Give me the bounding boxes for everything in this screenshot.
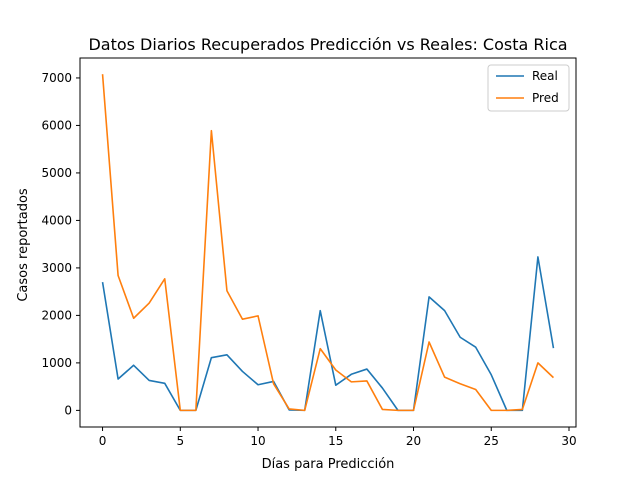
series-line-real bbox=[101, 256, 555, 412]
x-tick-label: 10 bbox=[250, 434, 265, 448]
y-tick-label: 4000 bbox=[41, 213, 72, 227]
x-tick-label: 5 bbox=[176, 434, 184, 448]
legend-label-pred: Pred bbox=[532, 91, 559, 105]
series-line-pred bbox=[101, 74, 555, 412]
legend: Real Pred bbox=[487, 64, 570, 112]
x-tick-label: 30 bbox=[561, 434, 576, 448]
x-tick-label: 0 bbox=[99, 434, 107, 448]
plot-frame bbox=[79, 57, 577, 428]
y-axis-label: Casos reportados bbox=[16, 188, 31, 302]
x-tick-label: 20 bbox=[406, 434, 421, 448]
y-tick-label: 6000 bbox=[41, 118, 72, 132]
x-tick-label: 15 bbox=[328, 434, 343, 448]
y-tick-label: 5000 bbox=[41, 166, 72, 180]
x-axis-label: Días para Predicción bbox=[262, 457, 395, 472]
chart-title: Datos Diarios Recuperados Predicción vs … bbox=[88, 35, 567, 54]
x-tick-label: 25 bbox=[484, 434, 499, 448]
plot-layer bbox=[101, 74, 555, 412]
axis-ticks: 0 5 10 15 20 25 30 0 1000 2000 3000 4000 5000 6000 700… bbox=[41, 71, 576, 448]
legend-label-real: Real bbox=[532, 69, 558, 83]
y-tick-label: 1000 bbox=[41, 356, 72, 370]
y-tick-label: 0 bbox=[64, 403, 72, 417]
y-tick-label: 2000 bbox=[41, 308, 72, 322]
y-tick-label: 7000 bbox=[41, 71, 72, 85]
y-tick-label: 3000 bbox=[41, 261, 72, 275]
